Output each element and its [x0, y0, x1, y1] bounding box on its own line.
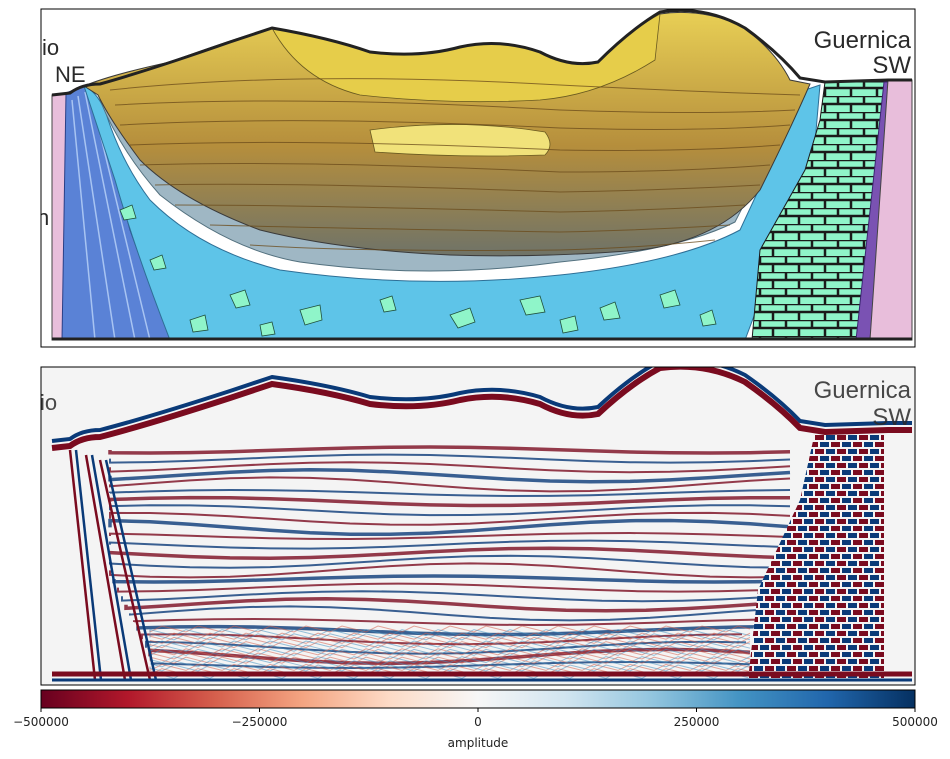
seismic-reflector-line: [129, 605, 771, 622]
seismic-reflector-line: [124, 597, 767, 613]
topography-outline: [51, 9, 912, 97]
label-left-direction: NE: [55, 62, 86, 87]
seismic-noise-line: [149, 633, 751, 641]
colorbar-tick-label: 500000: [892, 715, 938, 729]
seismic-reflector-line: [109, 488, 791, 498]
seismic-noise-line: [149, 648, 751, 657]
seismic-echo-left: io: [40, 390, 57, 415]
seismic-noise-line: [149, 660, 751, 668]
seismic-noise-line: [149, 632, 751, 640]
central-lens: [369, 124, 551, 157]
seismic-noise-line: [149, 641, 751, 649]
seismic-reflector-line: [108, 445, 791, 455]
breccia-clasts: [119, 204, 717, 337]
seismic-noise-line: [149, 644, 751, 653]
seismic-echo-right-name: Guernica: [814, 377, 912, 404]
seismic-reflector-line: [112, 574, 795, 584]
label-left-partial: io: [42, 35, 59, 60]
seismic-noise-line: [149, 625, 751, 633]
label-right-name: Guernica: [814, 27, 912, 54]
seismic-reflector-line: [109, 531, 791, 541]
seismic-reflector-line: [108, 495, 790, 508]
seismic-reflector-line: [117, 582, 759, 593]
seismic-brick-zone: [748, 432, 884, 680]
colorbar-strip: [40, 689, 916, 709]
colorbar-tick-label: −500000: [13, 715, 69, 729]
colorbar: −500000 −250000 0 250000 500000 amplitude: [13, 689, 938, 750]
seismic-echo-right-direction: SW: [872, 404, 911, 431]
seismic-reflector-line: [133, 617, 775, 627]
seismic-reflector-line: [109, 453, 791, 464]
top-panel-frame: [40, 8, 916, 348]
bottom-panel-frame: [40, 366, 916, 686]
seismic-reflector-line: [108, 546, 791, 560]
seismic-reflector-line: [109, 562, 791, 579]
seismic-noise-line: [149, 656, 751, 664]
colorbar-tick-label: −250000: [232, 715, 288, 729]
colorbar-tick-label: 0: [474, 715, 482, 729]
colorbar-tick-label: 250000: [674, 715, 720, 729]
label-left-edge: n: [37, 205, 49, 230]
colorbar-ticks: −500000 −250000 0 250000 500000: [13, 708, 938, 729]
seismic-reflector-line: [109, 554, 791, 569]
seismic-reflector-line: [109, 476, 791, 493]
seismic-reflector-line: [108, 468, 791, 484]
seismic-noise-line: [149, 640, 751, 648]
seismic-reflector-line: [108, 518, 791, 537]
seismic-noise-line: [149, 656, 751, 664]
seismic-noise-line: [149, 664, 751, 672]
seismic-reflector-line: [109, 461, 791, 474]
seismic-left-faults: [68, 449, 158, 681]
seismic-reflector-line: [109, 539, 791, 550]
seismic-reflector-line: [109, 511, 791, 526]
seismic-noise-line: [149, 652, 751, 660]
seismic-topography-red: [51, 367, 912, 451]
seismic-noise-line: [149, 628, 751, 637]
seismic-topography-blue: [51, 367, 912, 443]
strata-lines: [109, 78, 801, 251]
seismic-noise-line: [149, 636, 751, 644]
colorbar-label: amplitude: [448, 736, 509, 750]
seismic-reflector-line: [121, 590, 763, 603]
label-right-direction: SW: [872, 52, 911, 79]
seismic-noise-line: [149, 663, 751, 672]
seismic-reflector-line: [109, 504, 791, 517]
seismic-noise-line: [149, 648, 751, 656]
geologic-section-panel: io NE n Guernica SW: [37, 9, 915, 347]
seismic-image-panel: io Guernica SW: [40, 367, 915, 685]
